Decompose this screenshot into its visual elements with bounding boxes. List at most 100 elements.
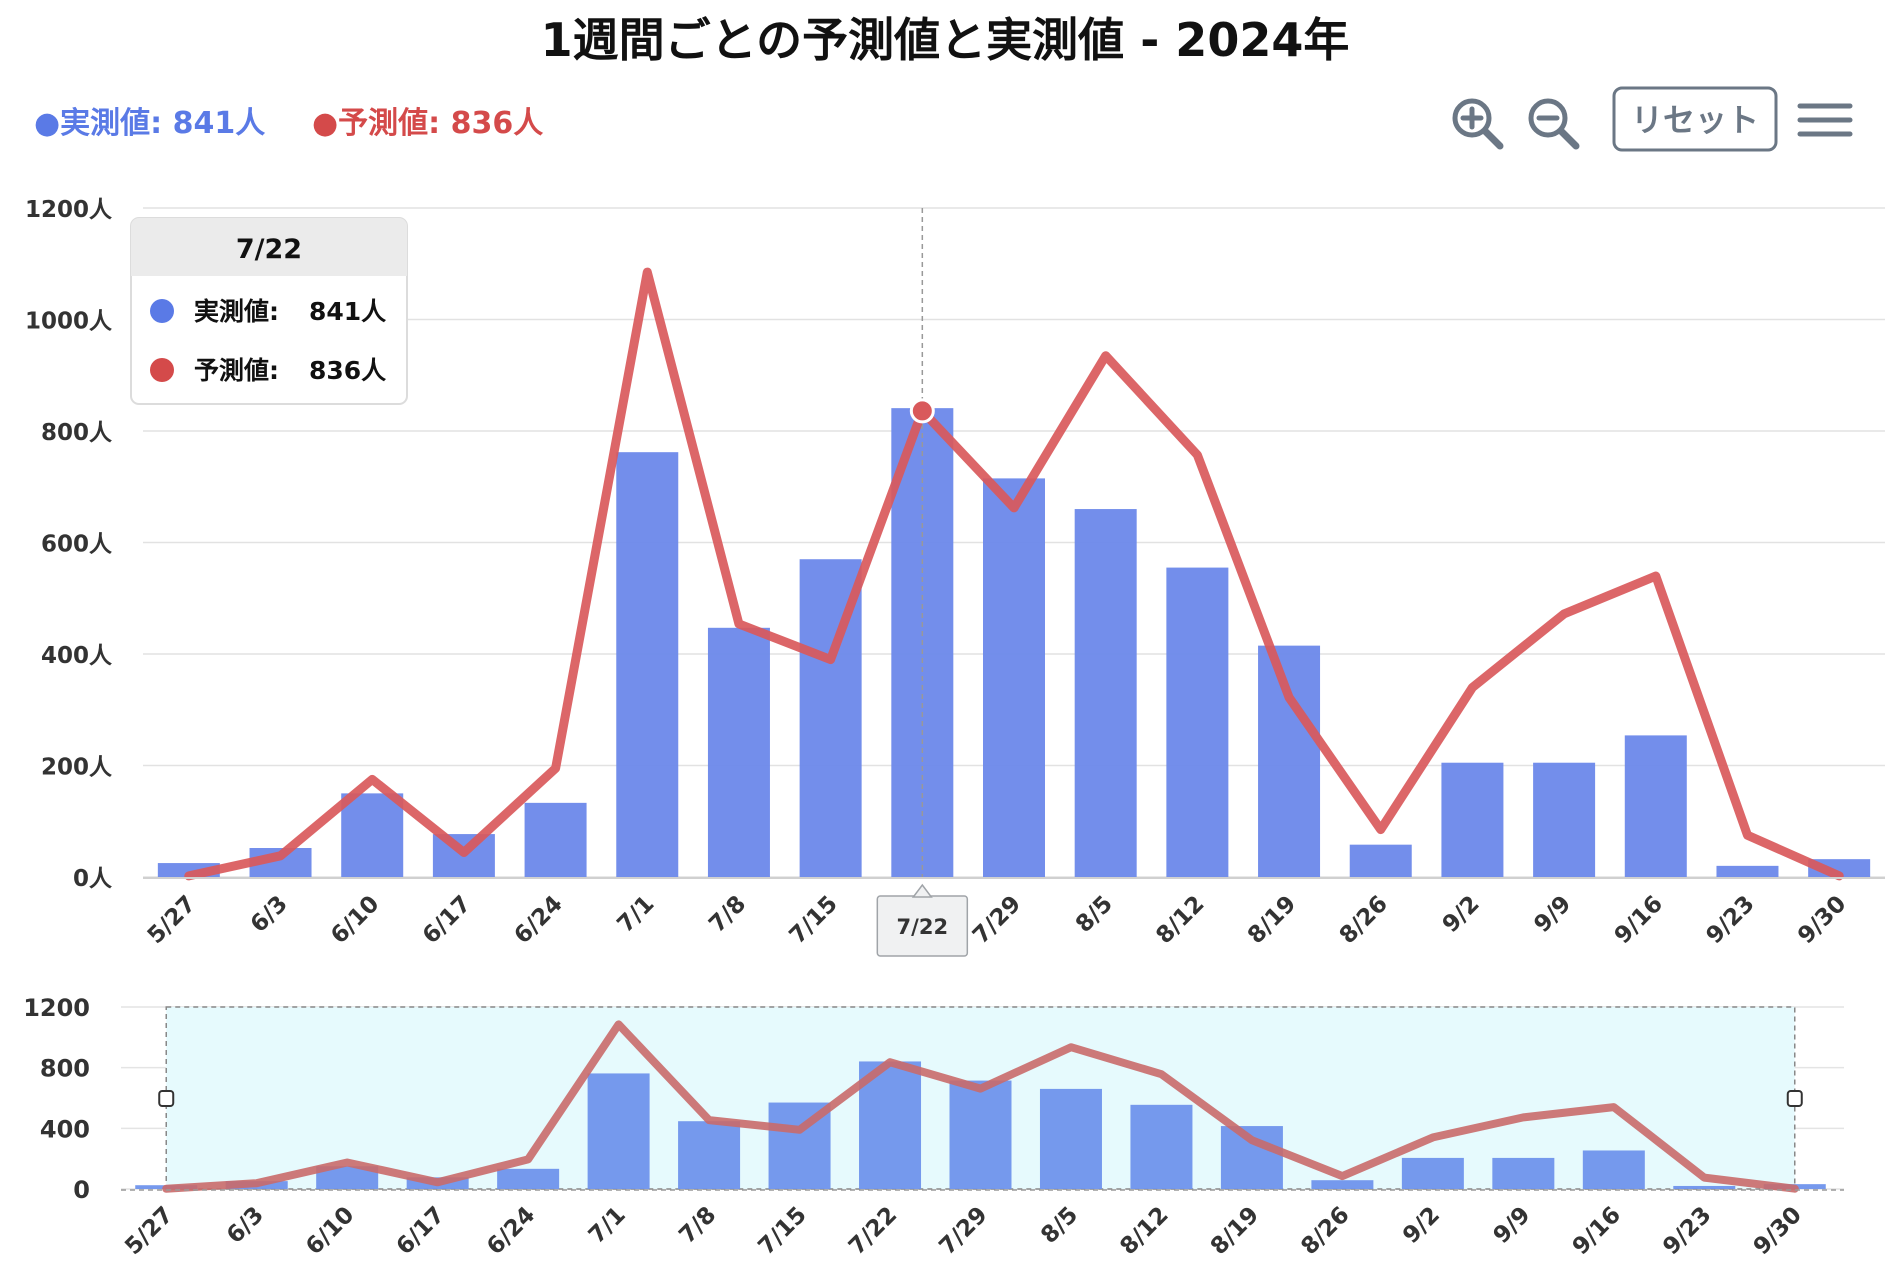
y-tick-label: 400人 [41, 643, 113, 669]
menu-button[interactable] [1796, 96, 1856, 144]
reset-zoom-button[interactable]: リセット [1612, 86, 1778, 152]
bar-8/19[interactable] [1258, 645, 1321, 877]
tooltip-actual-marker [150, 299, 174, 323]
bar-9/23[interactable] [1716, 865, 1779, 877]
tooltip-title: 7/22 [236, 234, 302, 265]
legend-actual[interactable]: ●実測値: 841人 [34, 106, 265, 141]
x-tick-label: 9/2 [1438, 891, 1485, 938]
chart-title: 1週間ごとの予測値と実測値 - 2024年 [541, 13, 1350, 67]
y-tick-label: 0人 [73, 866, 113, 892]
zoom-in-icon [1452, 98, 1504, 150]
navigator-x-tick-label: 9/16 [1568, 1202, 1626, 1260]
bar-9/2[interactable] [1441, 762, 1504, 877]
legend-forecast-label: ●予測値: 836人 [312, 106, 543, 141]
tooltip-actual-value: 841人 [309, 297, 386, 326]
tooltip-actual-label: 実測値: [194, 297, 279, 326]
navigator-x-tick-label: 7/1 [584, 1202, 631, 1249]
navigator-x-tick-label: 7/15 [754, 1202, 812, 1260]
x-tick-label: 6/24 [510, 891, 568, 949]
x-tick-label: 9/30 [1793, 891, 1851, 949]
navigator-x-tick-label: 6/24 [482, 1202, 540, 1260]
reset-label: リセット [1631, 101, 1759, 139]
x-tick-label: 5/27 [143, 891, 201, 949]
actual-series[interactable] [157, 408, 1871, 877]
forecast-series-line[interactable] [184, 267, 1844, 881]
navigator-x-tick-label: 9/30 [1749, 1202, 1807, 1260]
zoom-in-button[interactable] [1450, 96, 1506, 152]
tooltip-forecast-marker [150, 358, 174, 382]
navigator-bar [1401, 1157, 1464, 1189]
navigator-y-axis: 0 400 800 1200 [23, 994, 90, 1204]
x-tick-label: 8/5 [1071, 891, 1118, 938]
x-tick-label: 9/23 [1701, 891, 1759, 949]
bar-9/9[interactable] [1533, 762, 1596, 877]
navigator-x-axis: 5/27 6/3 6/10 6/17 6/24 7/1 7/8 7/15 7/22 7/29 8/5… [120, 1202, 1807, 1260]
x-tick-label: 7/1 [613, 891, 660, 938]
navigator-actual-series [135, 1061, 1826, 1189]
bar-8/26[interactable] [1349, 844, 1412, 877]
x-tick-label: 6/3 [246, 891, 293, 938]
zoom-out-icon [1528, 98, 1580, 150]
zoom-out-button[interactable] [1526, 96, 1582, 152]
legend-forecast[interactable]: ●予測値: 836人 [312, 106, 543, 141]
x-tick-label: 8/26 [1335, 891, 1393, 949]
navigator-bar [678, 1121, 741, 1189]
navigator-bar [949, 1080, 1012, 1189]
bar-7/1[interactable] [616, 452, 679, 877]
y-tick-label: 800人 [41, 420, 113, 446]
bar-6/10[interactable] [341, 793, 404, 877]
navigator-x-tick-label: 7/22 [844, 1202, 902, 1260]
tooltip-forecast-value: 836人 [309, 356, 386, 385]
navigator-y-tick-label: 1200 [23, 994, 90, 1022]
navigator-bar [1673, 1185, 1736, 1189]
crosshair-label: 7/22 [876, 883, 969, 957]
crosshair-label-text: 7/22 [897, 915, 949, 939]
x-tick-label: 8/19 [1243, 891, 1301, 949]
navigator-bar [316, 1166, 379, 1189]
y-tick-label: 200人 [41, 755, 113, 781]
x-tick-label: 8/12 [1151, 891, 1209, 949]
y-tick-label: 600人 [41, 532, 113, 558]
x-tick-label: 6/10 [326, 891, 384, 949]
x-tick-label: 7/15 [785, 891, 843, 949]
navigator-y-tick-label: 0 [73, 1176, 90, 1204]
bar-6/24[interactable] [524, 802, 587, 877]
navigator-y-tick-label: 800 [40, 1055, 90, 1083]
x-tick-label: 6/17 [418, 891, 476, 949]
navigator-bar [1582, 1150, 1645, 1189]
navigator-x-tick-label: 8/19 [1206, 1202, 1264, 1260]
legend-actual-label: ●実測値: 841人 [34, 106, 265, 141]
main-y-axis: 0人 200人 400人 600人 800人 1000人 1200人 [25, 197, 113, 892]
bar-7/29[interactable] [983, 478, 1045, 877]
navigator-y-tick-label: 400 [40, 1115, 90, 1143]
navigator-x-tick-label: 9/23 [1658, 1202, 1716, 1260]
x-tick-label: 7/29 [968, 891, 1026, 949]
navigator-bar [497, 1168, 560, 1189]
bar-7/8[interactable] [707, 627, 770, 877]
forecast-markers [909, 398, 935, 424]
navigator-x-tick-label: 8/5 [1036, 1202, 1083, 1249]
tooltip-forecast-label: 予測値: [194, 356, 279, 385]
navigator-bar [1130, 1104, 1193, 1189]
tooltip: 7/22 実測値: 841人 予測値: 836人 [130, 217, 408, 405]
navigator-bar [1039, 1088, 1102, 1189]
navigator-x-tick-label: 5/27 [120, 1202, 178, 1260]
navigator-x-tick-label: 6/3 [222, 1202, 269, 1249]
navigator-forecast-line [162, 1020, 1799, 1193]
navigator-x-tick-label: 9/2 [1398, 1202, 1445, 1249]
navigator-bar [1492, 1157, 1555, 1189]
bar-8/5[interactable] [1074, 509, 1137, 877]
navigator-x-tick-label: 6/10 [301, 1202, 359, 1260]
hamburger-menu-icon [1797, 103, 1853, 137]
navigator-handle-left[interactable] [158, 1090, 175, 1107]
y-tick-label: 1200人 [25, 197, 113, 223]
bar-9/16[interactable] [1624, 735, 1687, 877]
navigator-handle-right[interactable] [1786, 1090, 1803, 1107]
navigator-x-tick-label: 7/29 [934, 1202, 992, 1260]
bar-8/12[interactable] [1166, 567, 1229, 877]
main-x-axis: 5/27 6/3 6/10 6/17 6/24 7/1 7/8 7/15 7/29 8/5 8/12… [143, 891, 1852, 949]
forecast-point-7/22[interactable] [909, 398, 935, 424]
navigator-bar [587, 1073, 650, 1189]
y-tick-label: 1000人 [25, 309, 113, 335]
x-tick-label: 9/9 [1529, 891, 1576, 938]
